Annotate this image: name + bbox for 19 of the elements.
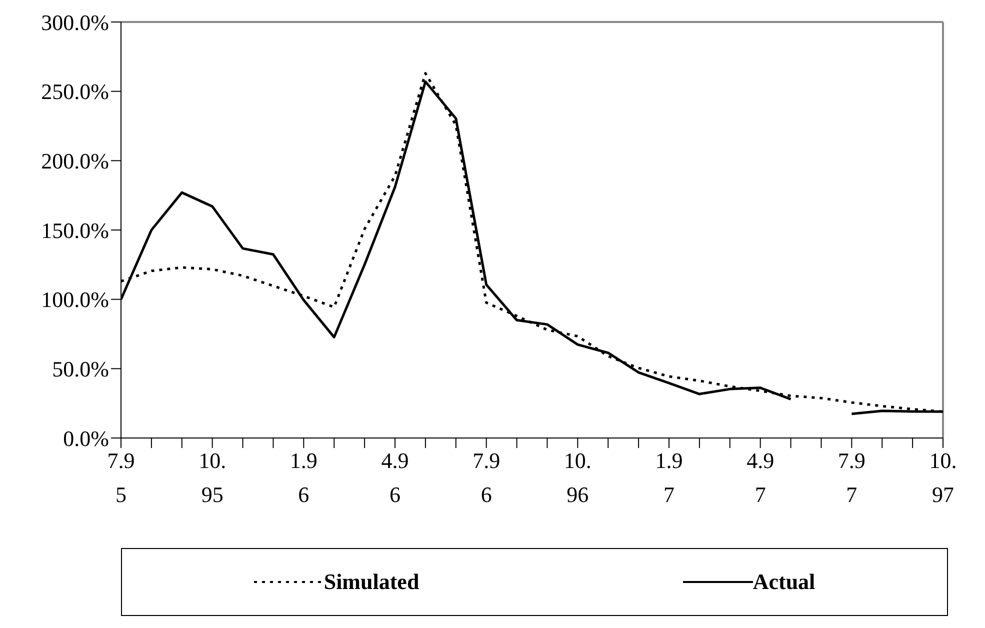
x-tick-label: 1.97 bbox=[655, 448, 683, 507]
y-tick-label: 50.0% bbox=[52, 356, 109, 382]
x-tick-label: 7.97 bbox=[838, 448, 866, 507]
y-tick-label: 250.0% bbox=[41, 79, 109, 104]
x-tick-label: 10.96 bbox=[564, 448, 592, 507]
x-tick-label: 4.96 bbox=[381, 448, 409, 507]
y-tick-label: 300.0% bbox=[41, 10, 109, 35]
legend-label: Simulated bbox=[324, 569, 420, 595]
x-tick-label: 10.97 bbox=[929, 448, 957, 507]
y-tick-label: 0.0% bbox=[63, 426, 109, 451]
legend-label: Actual bbox=[752, 569, 816, 595]
y-tick-label: 100.0% bbox=[41, 287, 109, 312]
y-tick-label: 200.0% bbox=[41, 148, 109, 174]
x-tick-label: 7.95 bbox=[107, 448, 135, 507]
x-tick-label: 4.97 bbox=[746, 448, 774, 507]
y-tick-label: 150.0% bbox=[41, 218, 109, 243]
x-tick-label: 1.96 bbox=[290, 448, 318, 507]
x-tick-label: 10.95 bbox=[198, 448, 226, 507]
x-tick-label: 7.96 bbox=[472, 448, 500, 507]
